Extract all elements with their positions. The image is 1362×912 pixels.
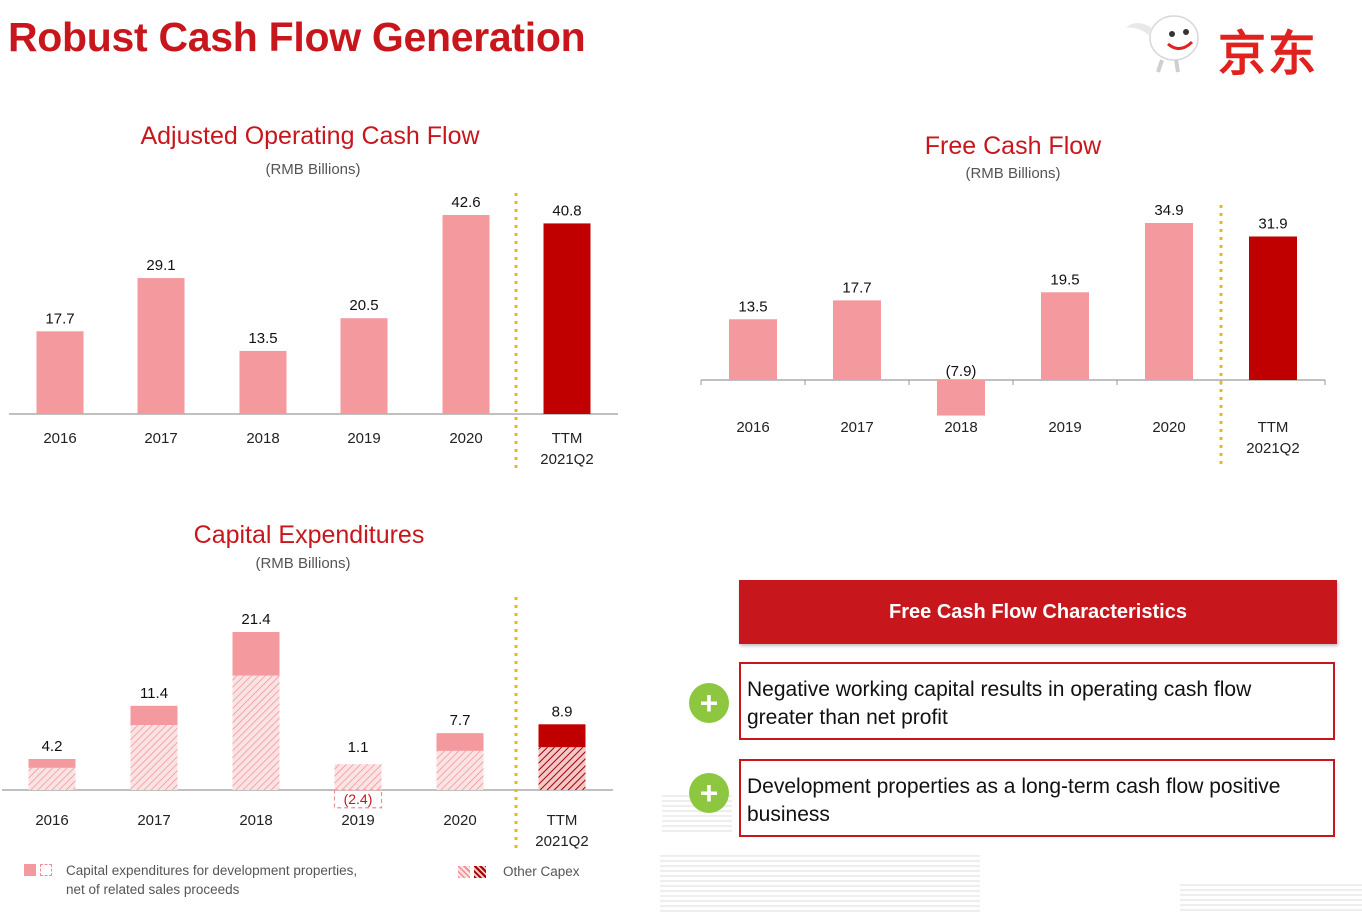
data-label-capex-4: 7.7 <box>450 712 471 729</box>
bar-fcf-2 <box>937 380 985 416</box>
tick-label-capex-3: 2019 <box>341 812 374 829</box>
bar-ocf-0 <box>36 331 84 414</box>
chart-title-fcf: Free Cash Flow <box>924 132 1102 160</box>
characteristic-text-1: Negative working capital results in oper… <box>747 678 1252 729</box>
data-label-fcf-4: 34.9 <box>1154 202 1183 219</box>
data-label-ocf-4: 42.6 <box>451 194 480 211</box>
bar-ocf-1 <box>137 278 185 414</box>
data-label-ocf-5: 40.8 <box>552 202 581 219</box>
tick-label-fcf-4: 2020 <box>1152 419 1185 436</box>
jd-logo: 京东 <box>1122 6 1342 82</box>
bar-capex-other-1 <box>130 725 178 790</box>
tick-label-ocf-1: 2017 <box>144 430 177 447</box>
joy-mascot-icon <box>1126 15 1199 73</box>
characteristic-text-2: Development properties as a long-term ca… <box>747 775 1281 826</box>
bar-capex-other-3 <box>334 764 382 790</box>
legend-swatch-other-light <box>458 866 470 878</box>
data-label-ocf-3: 20.5 <box>349 297 378 314</box>
bar-fcf-4 <box>1145 223 1193 380</box>
tick-label-ocf-2: 2018 <box>246 430 279 447</box>
data-label-capex-1: 11.4 <box>140 685 168 702</box>
logo-text: 京东 <box>1218 26 1319 82</box>
plus-icon: + <box>689 683 729 723</box>
bar-capex-dev-2 <box>232 632 280 676</box>
characteristic-item-2: Development properties as a long-term ca… <box>739 759 1335 837</box>
chart-subtitle-fcf: (RMB Billions) <box>965 165 1061 182</box>
legend-swatch-other-dark <box>474 866 486 878</box>
legend-dev-properties: Capital expenditures for development pro… <box>66 863 358 897</box>
data-label-fcf-2: (7.9) <box>946 363 977 380</box>
data-label-ocf-1: 29.1 <box>146 257 175 274</box>
data-label-capex-3: 1.1 <box>348 739 369 756</box>
data-label-fcf-1: 17.7 <box>842 279 871 296</box>
tick-label-capex-2: 2018 <box>239 812 272 829</box>
tick-label-fcf-2: 2018 <box>944 419 977 436</box>
negative-label-capex-3: (2.4) <box>344 791 373 807</box>
tick-label-capex-1: 2017 <box>137 812 170 829</box>
bar-fcf-5 <box>1249 236 1297 380</box>
tick-label-fcf-0: 2016 <box>736 419 769 436</box>
data-label-ocf-0: 17.7 <box>45 310 74 327</box>
characteristic-item-1: Negative working capital results in oper… <box>739 662 1335 740</box>
bar-capex-other-0 <box>28 767 76 790</box>
bar-ocf-5 <box>543 223 591 414</box>
bar-capex-other-2 <box>232 675 280 790</box>
tick-label-capex-4: 2020 <box>443 812 476 829</box>
tick-label-capex-0: 2016 <box>35 812 68 829</box>
bar-capex-dev-4 <box>436 733 484 751</box>
tick-label-ocf-4: 2020 <box>449 430 482 447</box>
data-label-capex-0: 4.2 <box>42 738 63 755</box>
bar-capex-other-5 <box>538 747 586 790</box>
bar-capex-dev-0 <box>28 758 76 768</box>
legend-swatch-dev-properties-negative <box>40 864 52 876</box>
data-label-capex-2: 21.4 <box>241 611 270 628</box>
bar-fcf-1 <box>833 300 881 380</box>
legend-swatch-dev-properties <box>24 864 36 876</box>
bar-ocf-2 <box>239 350 287 414</box>
data-label-capex-5: 8.9 <box>552 703 573 720</box>
chart-title-capex: Capital Expenditures <box>193 521 425 549</box>
tick-label-fcf-1: 2017 <box>840 419 873 436</box>
bar-fcf-3 <box>1041 292 1089 380</box>
data-label-fcf-0: 13.5 <box>738 298 767 315</box>
plus-icon: + <box>689 773 729 813</box>
page-title: Robust Cash Flow Generation <box>8 14 586 60</box>
data-label-fcf-5: 31.9 <box>1258 215 1287 232</box>
tick-label-capex-5: TTM 2021Q2 <box>535 812 588 850</box>
bar-fcf-0 <box>729 319 777 380</box>
bar-capex-dev-5 <box>538 724 586 748</box>
legend-other-capex: Other Capex <box>503 864 580 879</box>
fcf-characteristics-header: Free Cash Flow Characteristics <box>739 580 1337 644</box>
background-artifact <box>660 855 980 912</box>
chart-subtitle-capex: (RMB Billions) <box>255 555 351 572</box>
bar-ocf-4 <box>442 215 490 414</box>
tick-label-fcf-3: 2019 <box>1048 419 1081 436</box>
chart-title-ocf: Adjusted Operating Cash Flow <box>140 122 480 150</box>
bar-ocf-3 <box>340 318 388 414</box>
chart-subtitle-ocf: (RMB Billions) <box>265 161 361 178</box>
tick-label-fcf-5: TTM 2021Q2 <box>1246 419 1299 457</box>
bar-capex-dev-negative-3 <box>333 789 383 809</box>
bar-capex-dev-1 <box>130 705 178 726</box>
data-label-ocf-2: 13.5 <box>248 330 277 347</box>
tick-label-ocf-3: 2019 <box>347 430 380 447</box>
tick-label-ocf-0: 2016 <box>43 430 76 447</box>
data-label-fcf-3: 19.5 <box>1050 271 1079 288</box>
bar-capex-other-4 <box>436 750 484 790</box>
background-artifact <box>1180 884 1362 912</box>
tick-label-ocf-5: TTM 2021Q2 <box>540 430 593 468</box>
